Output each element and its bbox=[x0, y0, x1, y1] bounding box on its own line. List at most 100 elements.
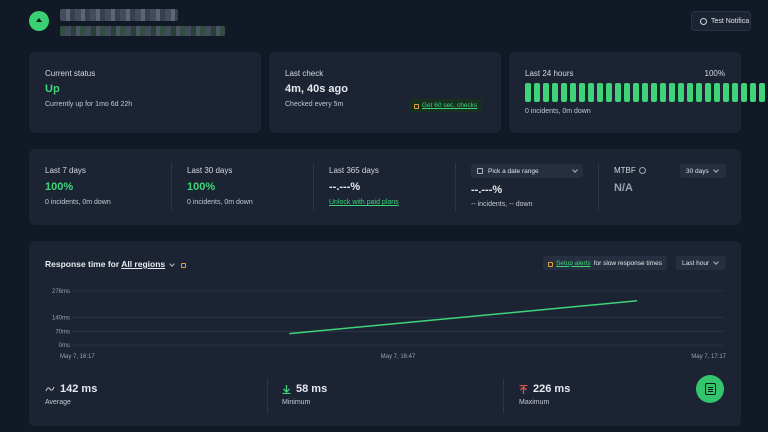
setup-alerts-text: for slow response times bbox=[593, 259, 662, 267]
uptime-bar[interactable] bbox=[705, 83, 711, 102]
mtbf-label: MTBF bbox=[614, 166, 646, 175]
test-notification-label: Test Notifica bbox=[711, 17, 750, 25]
calendar-icon bbox=[477, 168, 483, 174]
average-value: 142 ms bbox=[60, 383, 98, 395]
uptime-bar[interactable] bbox=[570, 83, 576, 102]
current-status-value: Up bbox=[45, 83, 60, 95]
response-title-prefix: Response time for bbox=[45, 259, 120, 269]
setup-alerts-link[interactable]: Setup alerts bbox=[556, 259, 591, 267]
uptime-bar[interactable] bbox=[615, 83, 621, 102]
uptime-bar[interactable] bbox=[759, 83, 765, 102]
uptime-bar[interactable] bbox=[741, 83, 747, 102]
maximum-stat: 226 ms bbox=[519, 383, 570, 395]
arrow-down-icon bbox=[282, 384, 291, 394]
region-selector[interactable]: All regions bbox=[121, 259, 166, 269]
uptime-bar[interactable] bbox=[588, 83, 594, 102]
uptime-bar[interactable] bbox=[687, 83, 693, 102]
response-time-line[interactable] bbox=[289, 300, 638, 335]
uptime-bar[interactable] bbox=[579, 83, 585, 102]
uptime-bar[interactable] bbox=[723, 83, 729, 102]
date-range-incidents: -- incidents, -- down bbox=[471, 201, 533, 208]
uptime-bars bbox=[525, 83, 768, 102]
gear-icon bbox=[700, 17, 707, 25]
average-label: Average bbox=[45, 399, 71, 406]
uptime-bar[interactable] bbox=[561, 83, 567, 102]
y-tick-label: 140ms bbox=[52, 316, 70, 322]
y-tick-label: 276ms bbox=[52, 289, 70, 295]
uptime-bar[interactable] bbox=[534, 83, 540, 102]
response-time-card: Response time for All regions Setup aler… bbox=[29, 241, 741, 426]
redacted-monitor-name bbox=[60, 9, 178, 21]
last-7-days-label: Last 7 days bbox=[45, 166, 86, 175]
unlock-paid-plans-link[interactable]: Unlock with paid plans bbox=[329, 199, 399, 206]
last-check-value: 4m, 40s ago bbox=[285, 83, 348, 95]
minimum-stat: 58 ms bbox=[282, 383, 327, 395]
maximum-value: 226 ms bbox=[533, 383, 571, 395]
minimum-label: Minimum bbox=[282, 399, 311, 406]
uptime-bar[interactable] bbox=[525, 83, 531, 102]
current-status-label: Current status bbox=[45, 69, 96, 78]
test-notification-button[interactable]: Test Notifica bbox=[691, 11, 751, 31]
uptime-bar[interactable] bbox=[651, 83, 657, 102]
last-24-hours-label: Last 24 hours bbox=[525, 69, 574, 78]
average-stat: 142 ms bbox=[45, 383, 97, 395]
last-24-hours-incidents: 0 incidents, 0m down bbox=[525, 108, 591, 115]
uptime-bar[interactable] bbox=[624, 83, 630, 102]
document-icon bbox=[704, 383, 716, 395]
last-7-days-incidents: 0 incidents, 0m down bbox=[45, 199, 111, 206]
divider bbox=[171, 163, 172, 211]
uptime-bar[interactable] bbox=[543, 83, 549, 102]
last-check-card: Last check 4m, 40s ago Checked every 5m … bbox=[269, 52, 501, 133]
period-select[interactable]: Last hour bbox=[676, 256, 726, 270]
last-30-days-incidents: 0 incidents, 0m down bbox=[187, 199, 253, 206]
lock-icon bbox=[414, 104, 419, 109]
uptime-bar[interactable] bbox=[669, 83, 675, 102]
setup-alerts-banner: Setup alerts for slow response times bbox=[543, 256, 667, 270]
uptime-bar[interactable] bbox=[633, 83, 639, 102]
uptime-bar[interactable] bbox=[714, 83, 720, 102]
x-tick-label: May 7, 16:17 bbox=[60, 354, 95, 360]
response-time-chart: 276ms 140ms 70ms 0ms May 7, 16:17 May 7, 16:4… bbox=[52, 289, 727, 360]
divider bbox=[598, 163, 599, 211]
maximum-label: Maximum bbox=[519, 399, 550, 406]
x-tick-label: May 7, 17:17 bbox=[691, 354, 726, 360]
last-7-days-value: 100% bbox=[45, 181, 74, 193]
uptime-bar[interactable] bbox=[678, 83, 684, 102]
date-range-placeholder: Pick a date range bbox=[488, 167, 539, 175]
uptime-bar[interactable] bbox=[642, 83, 648, 102]
lock-icon bbox=[548, 261, 553, 267]
lock-icon bbox=[180, 263, 186, 268]
uptime-bar[interactable] bbox=[660, 83, 666, 102]
arrow-up-icon bbox=[519, 384, 528, 394]
uptime-stats-card: Last 7 days 100% 0 incidents, 0m down La… bbox=[29, 149, 741, 225]
response-time-title: Response time for All regions bbox=[45, 259, 186, 269]
date-range-value: --.---% bbox=[471, 184, 503, 196]
chevron-down-icon bbox=[712, 167, 719, 173]
date-range-picker[interactable]: Pick a date range bbox=[471, 164, 583, 178]
mtbf-label-text: MTBF bbox=[614, 166, 636, 175]
uptime-bar[interactable] bbox=[750, 83, 756, 102]
last-30-days-value: 100% bbox=[187, 181, 216, 193]
mtbf-value: N/A bbox=[614, 182, 633, 194]
divider bbox=[267, 379, 268, 413]
site-status-icon bbox=[29, 11, 49, 31]
chevron-down-icon bbox=[572, 167, 578, 173]
last-check-label: Last check bbox=[285, 69, 324, 78]
last-24-hours-percent: 100% bbox=[704, 69, 725, 78]
uptime-bar[interactable] bbox=[606, 83, 612, 102]
mtbf-period-value: 30 days bbox=[686, 167, 709, 175]
upgrade-checks-label: Get 60 sec. checks bbox=[422, 102, 478, 109]
divider bbox=[503, 379, 504, 413]
last-30-days-label: Last 30 days bbox=[187, 166, 233, 175]
info-icon[interactable] bbox=[638, 167, 646, 175]
feedback-button[interactable] bbox=[696, 375, 724, 403]
upgrade-checks-link[interactable]: Get 60 sec. checks bbox=[409, 99, 483, 112]
uptime-bar[interactable] bbox=[597, 83, 603, 102]
last-365-days-value: --.---% bbox=[329, 181, 361, 193]
current-status-duration: Currently up for 1mo 6d 22h bbox=[45, 101, 133, 108]
uptime-bar[interactable] bbox=[696, 83, 702, 102]
divider bbox=[313, 163, 314, 211]
uptime-bar[interactable] bbox=[552, 83, 558, 102]
mtbf-period-select[interactable]: 30 days bbox=[680, 164, 726, 178]
uptime-bar[interactable] bbox=[732, 83, 738, 102]
